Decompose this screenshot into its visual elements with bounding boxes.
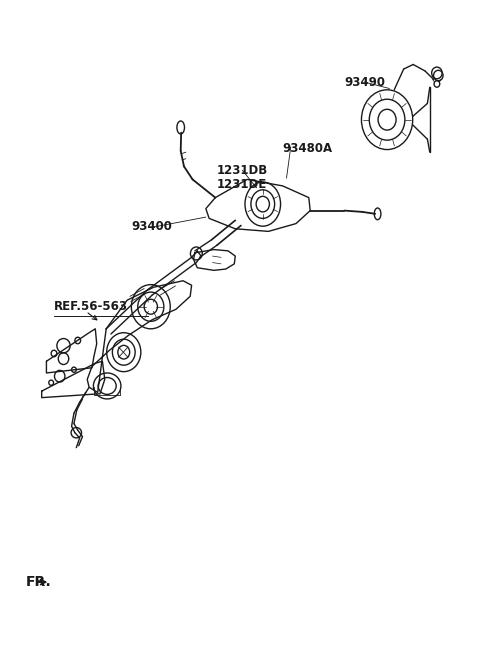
Text: REF.56-563: REF.56-563 [54,299,128,312]
Text: 1231DB: 1231DB [216,164,267,177]
Text: 93490: 93490 [344,75,385,88]
Text: 93400: 93400 [131,220,172,233]
Text: FR.: FR. [25,575,51,589]
Text: 93480A: 93480A [283,142,333,155]
Text: 1231DE: 1231DE [216,178,266,191]
